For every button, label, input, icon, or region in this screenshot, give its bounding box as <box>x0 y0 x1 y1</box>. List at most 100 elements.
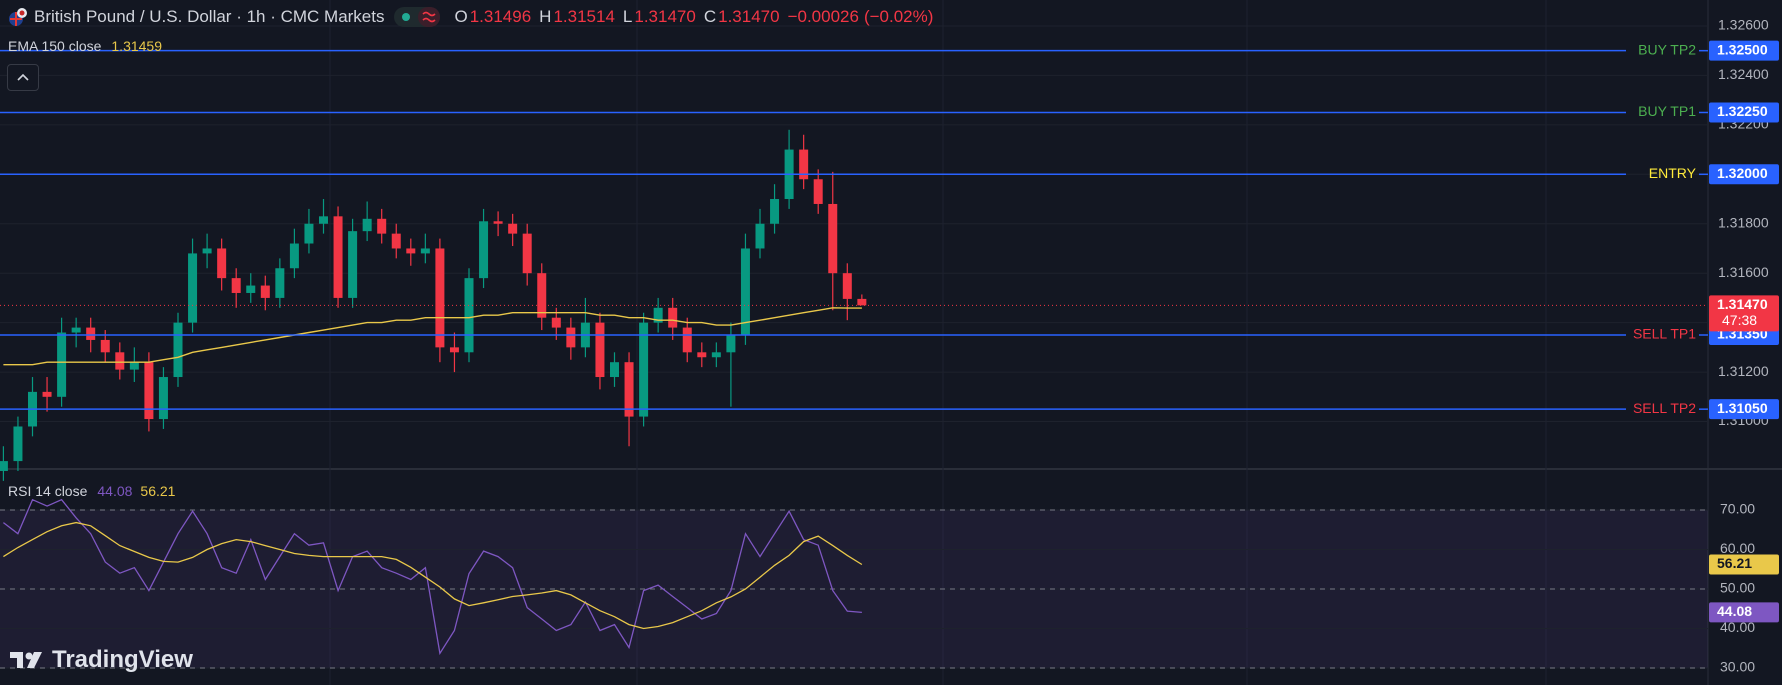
rsi-legend-name: RSI 14 close <box>8 483 88 499</box>
candle-body <box>828 203 838 274</box>
candle-body <box>275 268 285 298</box>
candle-body <box>129 362 139 370</box>
level-price-label: 1.32250 <box>1717 103 1768 119</box>
candle-body <box>479 221 489 279</box>
candle-body <box>522 233 532 274</box>
candle-body <box>770 199 780 224</box>
candle-body <box>0 461 8 471</box>
ohlc-key: H <box>539 7 552 26</box>
brand-logo <box>10 652 42 668</box>
market-status <box>394 7 441 27</box>
y-tick-label: 60.00 <box>1720 540 1755 556</box>
rsi-value-label: 56.21 <box>1717 555 1752 571</box>
level-price-label-bg <box>1709 164 1779 185</box>
candle-body <box>449 347 459 353</box>
candle-body <box>246 285 256 293</box>
candle-body <box>755 223 765 249</box>
last-price-bg <box>1709 295 1779 332</box>
brand: TradingView <box>10 646 193 674</box>
candle-body <box>391 233 401 249</box>
candle-body <box>304 223 314 244</box>
level-price-label-bg <box>1709 40 1779 61</box>
candle-body <box>86 327 96 340</box>
candle-body <box>406 248 416 254</box>
candle-body <box>551 317 561 328</box>
change-percent: (−0.02%) <box>863 7 934 26</box>
y-tick-label: 1.31800 <box>1718 214 1769 230</box>
candle-body <box>508 223 518 234</box>
candle-body <box>740 248 750 335</box>
level-price-label: 1.32500 <box>1717 41 1768 57</box>
candle-body <box>13 426 23 462</box>
rsi-value-label-bg <box>1709 554 1779 575</box>
candle-body <box>420 248 430 254</box>
candle-body <box>711 352 721 358</box>
candle-body <box>537 273 547 318</box>
candle-body <box>726 335 736 353</box>
candle-body <box>260 285 270 298</box>
candle-body <box>566 327 576 348</box>
ohlc-key: L <box>622 7 633 26</box>
rsi-line <box>3 521 863 630</box>
level-price-label-bg <box>1709 102 1779 123</box>
last-price-label: 1.31470 <box>1717 296 1768 312</box>
y-tick-label: 1.32400 <box>1718 66 1769 82</box>
level-name: SELL TP2 <box>1633 400 1696 416</box>
ema-line <box>3 307 862 366</box>
candle-body <box>842 273 852 299</box>
level-price-label: 1.31050 <box>1717 400 1768 416</box>
y-tick-label: 40.00 <box>1720 619 1755 635</box>
ema-legend: EMA 150 close 1.31459 <box>8 36 162 56</box>
candle-body <box>100 339 110 353</box>
candle-body <box>348 231 358 298</box>
candle-body <box>362 218 372 232</box>
brand-name: TradingView <box>52 646 193 673</box>
candle-body <box>115 352 125 370</box>
candle-body <box>682 327 692 353</box>
rsi-legend: RSI 14 close 44.08 56.21 <box>8 481 175 501</box>
candle-body <box>595 322 605 378</box>
candle-body <box>464 278 474 353</box>
collapse-button[interactable] <box>7 64 39 91</box>
ema-legend-name: EMA 150 close <box>8 38 102 54</box>
level-name: BUY TP2 <box>1638 41 1696 57</box>
rsi-value-label: 44.08 <box>1717 603 1752 619</box>
candle-body <box>653 307 663 323</box>
ohlc-key: O <box>454 7 468 26</box>
header: British Pound / U.S. Dollar · 1h · CMC M… <box>8 4 933 30</box>
candle-body <box>231 278 241 293</box>
y-tick-label: 1.31200 <box>1718 363 1769 379</box>
ohlc-value: 1.31496 <box>469 7 532 26</box>
level-price-label-bg <box>1709 399 1779 420</box>
rsi-ma-legend-value: 56.21 <box>140 483 176 499</box>
y-tick-label: 50.00 <box>1720 580 1755 596</box>
level-name: BUY TP1 <box>1638 103 1696 119</box>
change: −0.00026 <box>787 7 859 26</box>
candle-body <box>813 179 823 204</box>
ohlc-value: 1.31470 <box>718 7 780 26</box>
candle-body <box>668 307 678 328</box>
candle-body <box>435 248 445 348</box>
rsi-value-label-bg <box>1709 602 1779 623</box>
candle-body <box>158 377 168 420</box>
candle-body <box>173 322 183 378</box>
y-tick-label: 1.31600 <box>1718 264 1769 280</box>
ohlc-values: O 1.31496 H 1.31514 L 1.31470 C 1.31470 <box>446 7 779 27</box>
candle-body <box>188 253 198 323</box>
candle-body <box>857 298 867 306</box>
symbol-title[interactable]: British Pound / U.S. Dollar · 1h · CMC M… <box>34 7 385 26</box>
countdown: 47:38 <box>1722 312 1757 328</box>
candle-body <box>333 216 343 298</box>
candle-body <box>319 216 328 224</box>
candle-body <box>57 332 67 397</box>
collapse-icon <box>17 73 29 81</box>
candle-body <box>71 327 81 333</box>
candle-body <box>493 221 503 224</box>
candle-body <box>624 362 634 417</box>
rsi-legend-value: 44.08 <box>97 483 133 499</box>
candle-body <box>639 322 649 417</box>
ema-legend-value: 1.31459 <box>111 38 162 54</box>
